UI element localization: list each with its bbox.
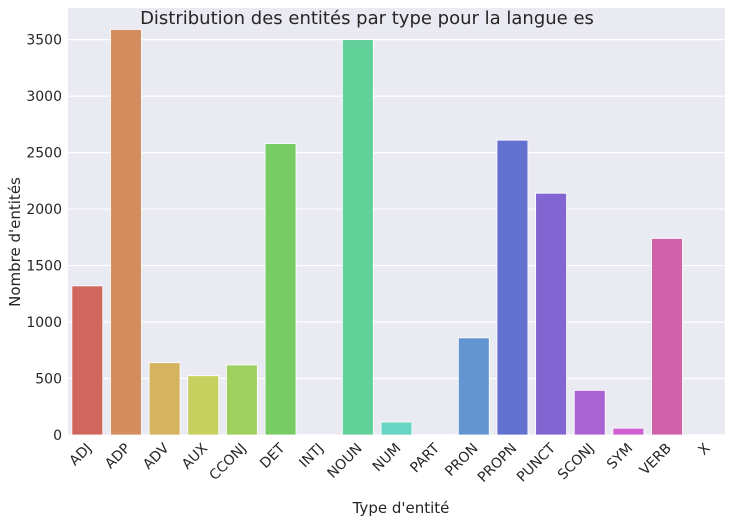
y-tick-label: 1000 bbox=[26, 315, 62, 331]
bar-noun bbox=[341, 39, 374, 436]
bar-adp bbox=[110, 29, 142, 436]
x-axis-label: Type d'entité bbox=[352, 499, 450, 517]
bar-x bbox=[689, 434, 722, 436]
bar-adj bbox=[71, 285, 104, 436]
y-tick-label: 1500 bbox=[26, 259, 62, 275]
gridlines bbox=[68, 39, 725, 436]
y-tick-label: 500 bbox=[35, 372, 62, 388]
y-tick-labels: 0 500 1000 1500 2000 2500 3000 3500 bbox=[26, 33, 62, 444]
bar-punct bbox=[535, 192, 567, 436]
bar-adv bbox=[148, 362, 181, 436]
y-tick-label: 2500 bbox=[26, 146, 62, 162]
bar-verb bbox=[651, 238, 683, 436]
bar-propn bbox=[496, 139, 529, 436]
bar-pron bbox=[457, 337, 490, 436]
y-tick-label: 3000 bbox=[26, 89, 62, 105]
bar-cconj bbox=[226, 364, 258, 436]
bar-aux bbox=[187, 375, 220, 436]
bar-part bbox=[419, 434, 452, 436]
y-tick-label: 0 bbox=[53, 428, 62, 444]
bar-sym bbox=[612, 427, 645, 436]
y-tick-label: 2000 bbox=[26, 202, 62, 218]
y-axis-label: Nombre d'entités bbox=[6, 177, 24, 307]
bar-det bbox=[264, 143, 297, 436]
y-tick-label: 3500 bbox=[26, 33, 62, 49]
bar-sconj bbox=[573, 389, 606, 436]
bar-num bbox=[380, 421, 413, 436]
chart-title: Distribution des entités par type pour l… bbox=[140, 8, 594, 29]
bars bbox=[71, 29, 722, 436]
